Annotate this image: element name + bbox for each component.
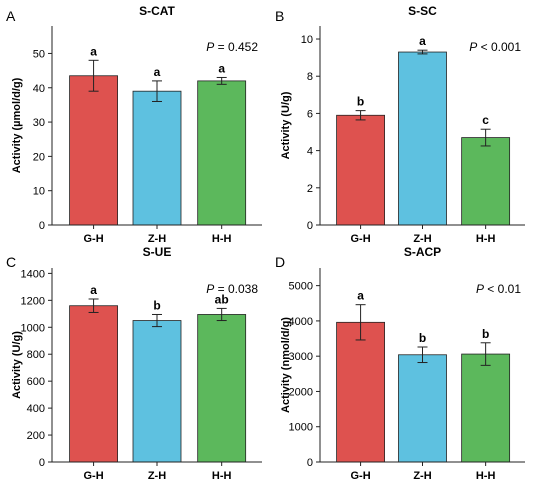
p-value-text: = 0.452 [214,40,258,54]
x-tick-label: Z-H [148,470,166,480]
y-tick-label: 10 [301,34,313,46]
y-tick-label: 20 [33,151,45,163]
p-value-symbol: P [206,282,214,296]
bar-h-h [197,314,247,463]
significance-letter: b [482,327,489,341]
p-value-label: P = 0.452 [206,40,258,54]
y-tick-label: 4000 [289,316,313,328]
x-tick-label: Z-H [148,233,166,245]
significance-letter: b [357,95,364,109]
bar-h-h [461,353,511,463]
significance-letter: a [90,44,97,58]
y-tick-label: 10 [33,186,45,198]
y-tick-label: 0 [39,457,45,469]
chart-panel-a: A S-CAT P = 0.452 a G-H a Z-H a H-H 0 10 20 30 40 50 Ac… [6,4,262,245]
y-tick-label: 600 [27,376,45,388]
chart-title: S-ACP [404,245,441,259]
significance-letter: ab [215,292,229,306]
bar-h-h [461,137,511,226]
y-tick-label: 1000 [289,422,313,434]
y-tick-label: 2000 [289,386,313,398]
y-tick-label: 1000 [21,322,45,334]
panel-letter: C [6,254,16,270]
y-tick-label: 0 [307,457,313,469]
x-tick-label: H-H [212,233,232,245]
y-axis-title: Activity (U/g) [280,91,292,159]
y-tick-label: 0 [307,220,313,232]
p-value-symbol: P [469,40,477,54]
significance-letter: a [218,61,225,75]
p-value-symbol: P [476,282,484,296]
p-value-label: P < 0.001 [469,40,521,54]
y-tick-label: 50 [33,48,45,60]
y-tick-label: 3000 [289,351,313,363]
significance-letter: c [482,113,489,127]
bar-z-h [132,320,182,463]
x-tick-label: Z-H [413,470,431,480]
y-axis-title: Activity (U/g) [11,331,23,399]
y-tick-label: 30 [33,117,45,129]
chart-panel-c: C S-UE P = 0.038 a G-H b Z-H ab H-H 0 200 400 600 800… [6,245,262,480]
y-tick-label: 1200 [21,295,45,307]
x-tick-label: G-H [83,470,103,480]
bar-z-h [132,90,182,226]
p-value-text: < 0.001 [477,40,521,54]
bar-g-h [336,114,385,226]
panel-letter: A [6,8,16,24]
x-tick-label: G-H [351,233,371,245]
bar-z-h [398,51,447,226]
y-tick-label: 800 [27,349,45,361]
x-tick-label: Z-H [413,233,431,245]
y-tick-label: 4 [307,146,313,158]
bar-g-h [69,305,118,463]
x-tick-label: G-H [83,233,103,245]
chart-title: S-CAT [139,4,175,18]
y-tick-label: 5000 [289,281,313,293]
p-value-symbol: P [206,40,214,54]
chart-panel-d: D S-ACP P < 0.01 a G-H b Z-H b H-H 0 1000 2000 3000 4… [275,245,525,480]
p-value-label: P = 0.038 [206,282,258,296]
y-tick-label: 6 [307,108,313,120]
y-axis-title: Activity (µmol/d/g) [11,77,23,173]
y-tick-label: 200 [27,430,45,442]
chart-title: S-UE [143,245,172,259]
chart-title: S-SC [408,4,437,18]
chart-panel-b: B S-SC P < 0.001 b G-H a Z-H c H-H 0 2 4 6 8 10 Activit… [275,4,525,245]
panel-letter: D [275,254,285,270]
x-tick-label: H-H [476,470,496,480]
p-value-label: P < 0.01 [476,282,521,296]
y-tick-label: 40 [33,83,45,95]
significance-letter: a [419,34,426,48]
significance-letter: a [154,65,161,79]
p-value-text: < 0.01 [484,282,521,296]
significance-letter: b [153,298,160,312]
y-tick-label: 1400 [21,268,45,280]
bar-g-h [69,75,118,226]
significance-letter: a [357,289,364,303]
significance-letter: a [90,283,97,297]
y-tick-label: 400 [27,403,45,415]
x-tick-label: H-H [476,233,496,245]
y-tick-label: 2 [307,183,313,195]
bar-h-h [197,80,247,226]
y-axis-title: Activity (nmol/d/g) [280,317,292,413]
x-tick-label: G-H [351,470,371,480]
x-tick-label: H-H [212,470,232,480]
p-value-text: = 0.038 [214,282,258,296]
significance-letter: b [419,331,426,345]
bar-g-h [336,321,385,463]
bar-z-h [398,354,447,463]
panel-letter: B [275,8,284,24]
y-tick-label: 8 [307,71,313,83]
y-tick-label: 0 [39,220,45,232]
